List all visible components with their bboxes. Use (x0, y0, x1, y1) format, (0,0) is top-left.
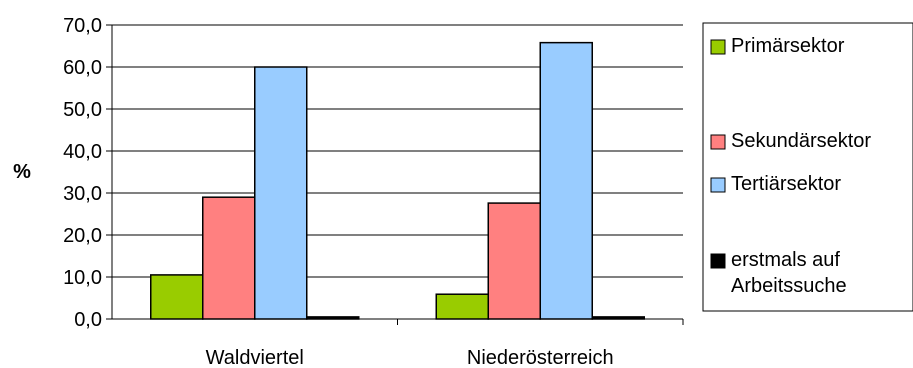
legend-swatch (710, 134, 726, 150)
y-tick-label: 0,0 (74, 309, 102, 331)
y-tick-label: 50,0 (63, 99, 102, 121)
category-label: Waldviertel (206, 347, 304, 368)
category-labels: Waldviertel Niederösterreich (206, 347, 614, 368)
legend-label: erstmals auf Arbeitssuche (731, 249, 847, 297)
bar (539, 41, 593, 320)
y-tick-label: 30,0 (63, 183, 102, 205)
bar (254, 66, 308, 320)
legend: Primärsektor Sekundärsektor Tertiärsektor e… (702, 22, 913, 312)
axes (106, 24, 684, 325)
legend-swatch (710, 39, 726, 55)
legend-box (702, 22, 913, 312)
y-tick-label: 70,0 (63, 15, 102, 37)
legend-label: Sekundärsektor (731, 130, 871, 152)
category-label: Niederösterreich (467, 347, 614, 368)
legend-swatch (710, 177, 726, 193)
bar (150, 274, 204, 320)
y-axis-label: % (13, 161, 31, 183)
gridlines (112, 24, 683, 278)
y-tick-label: 20,0 (63, 225, 102, 247)
bar (487, 202, 541, 320)
legend-swatch (710, 253, 726, 269)
y-tick-label: 60,0 (63, 57, 102, 79)
legend-label: Primärsektor (731, 35, 845, 57)
bars (150, 41, 645, 320)
legend-label: Tertiärsektor (731, 173, 841, 195)
bar (202, 196, 256, 320)
y-tick-label: 10,0 (63, 267, 102, 289)
y-tick-label: 40,0 (63, 141, 102, 163)
bar (435, 293, 489, 320)
y-tick-labels: 0,0 10,0 20,0 30,0 40,0 50,0 60,0 70,0 (63, 15, 102, 331)
